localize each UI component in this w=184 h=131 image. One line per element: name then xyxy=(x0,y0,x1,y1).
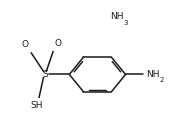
Text: O: O xyxy=(54,39,61,48)
Text: SH: SH xyxy=(31,101,43,110)
Text: O: O xyxy=(21,40,28,50)
Text: NH: NH xyxy=(146,70,160,79)
Text: S: S xyxy=(42,70,48,79)
Text: 3: 3 xyxy=(124,20,128,26)
Text: NH: NH xyxy=(110,12,124,21)
Text: 2: 2 xyxy=(160,77,164,83)
